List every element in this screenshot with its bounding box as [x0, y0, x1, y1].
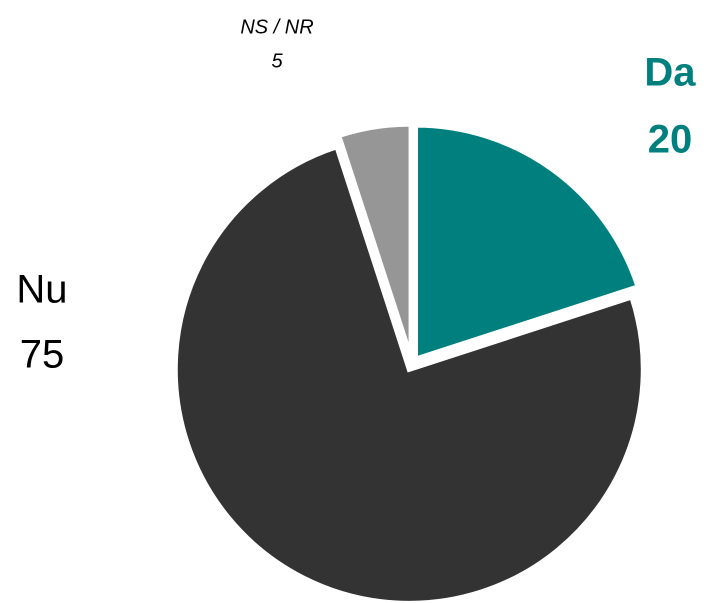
- pie-slice: [413, 122, 642, 363]
- slice-label: Nu: [16, 268, 67, 312]
- slice-value: 20: [648, 118, 693, 162]
- pie-slice: [335, 121, 414, 359]
- slice-value: 75: [20, 333, 65, 377]
- slice-label: NS / NR: [240, 16, 313, 38]
- pie-slice: [172, 143, 646, 603]
- slice-label: Da: [644, 51, 696, 95]
- slice-value: 5: [271, 50, 283, 72]
